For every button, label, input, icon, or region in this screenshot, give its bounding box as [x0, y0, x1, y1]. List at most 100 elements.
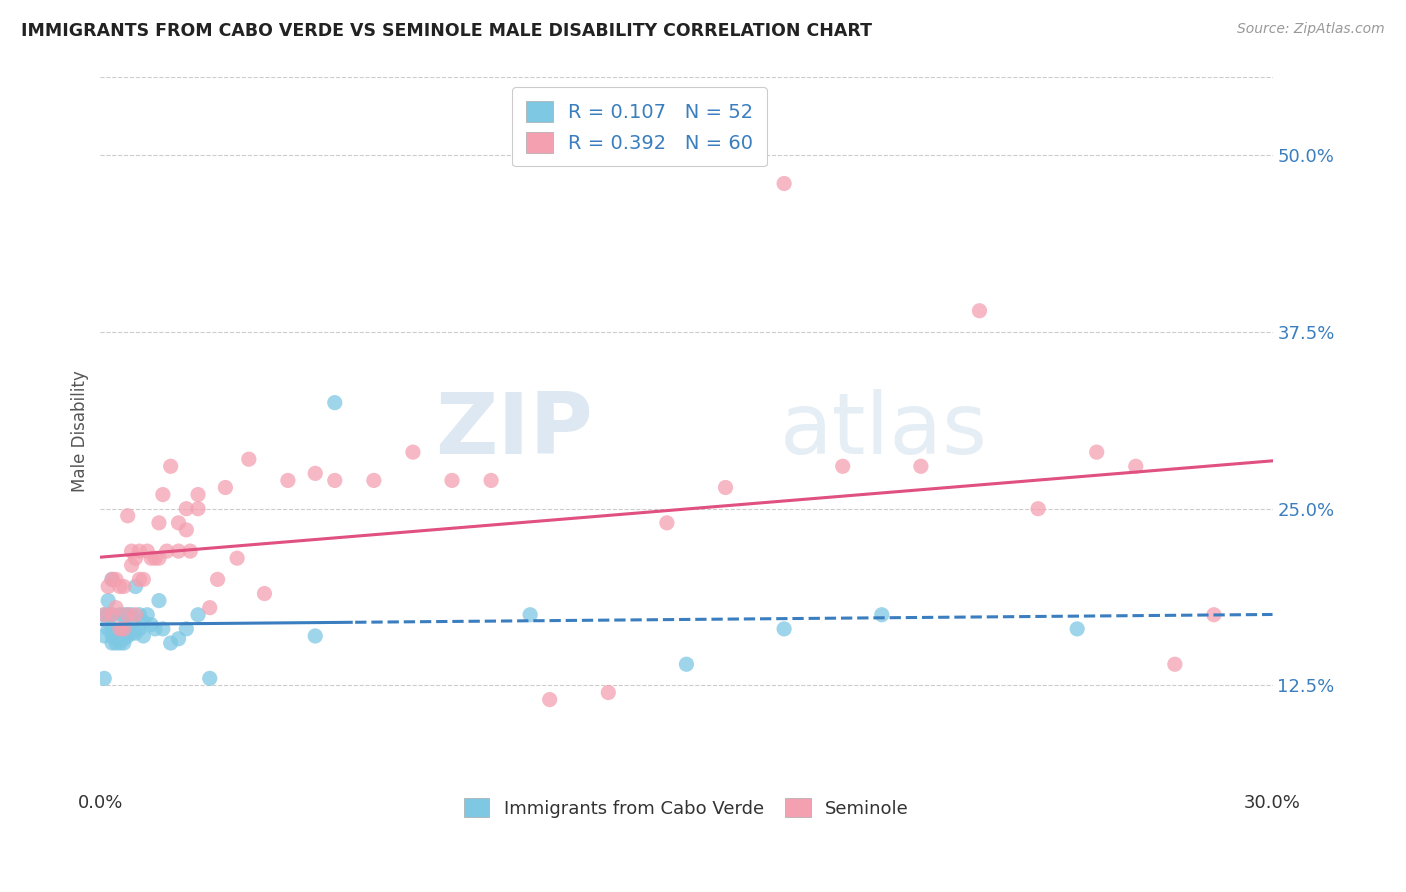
Point	[121, 626, 143, 640]
Point	[141, 617, 163, 632]
Point	[121, 615, 143, 629]
Y-axis label: Male Disability: Male Disability	[72, 370, 89, 491]
Point	[108, 622, 131, 636]
Point	[124, 551, 146, 566]
Point	[104, 626, 127, 640]
Point	[714, 481, 737, 495]
Point	[187, 501, 209, 516]
Point	[910, 459, 932, 474]
Point	[121, 544, 143, 558]
Point	[93, 629, 115, 643]
Point	[124, 579, 146, 593]
Point	[97, 579, 120, 593]
Point	[128, 573, 150, 587]
Point	[277, 474, 299, 488]
Point	[159, 459, 181, 474]
Point	[132, 615, 155, 629]
Point	[108, 636, 131, 650]
Point	[93, 607, 115, 622]
Point	[152, 487, 174, 501]
Point	[121, 558, 143, 573]
Point	[323, 395, 346, 409]
Text: Source: ZipAtlas.com: Source: ZipAtlas.com	[1237, 22, 1385, 37]
Point	[598, 685, 620, 699]
Point	[675, 657, 697, 672]
Point	[97, 622, 120, 636]
Point	[198, 672, 221, 686]
Point	[198, 600, 221, 615]
Point	[132, 573, 155, 587]
Point	[1026, 501, 1049, 516]
Point	[519, 607, 541, 622]
Point	[101, 573, 124, 587]
Point	[831, 459, 853, 474]
Point	[112, 636, 135, 650]
Point	[187, 607, 209, 622]
Point	[97, 593, 120, 607]
Point	[108, 607, 131, 622]
Point	[207, 573, 229, 587]
Point	[104, 600, 127, 615]
Point	[101, 607, 124, 622]
Point	[112, 632, 135, 646]
Point	[179, 544, 201, 558]
Point	[128, 544, 150, 558]
Point	[655, 516, 678, 530]
Point	[402, 445, 425, 459]
Legend: Immigrants from Cabo Verde, Seminole: Immigrants from Cabo Verde, Seminole	[457, 790, 917, 825]
Point	[101, 573, 124, 587]
Point	[323, 474, 346, 488]
Point	[136, 544, 159, 558]
Point	[104, 636, 127, 650]
Point	[143, 551, 166, 566]
Point	[97, 607, 120, 622]
Point	[304, 629, 326, 643]
Point	[97, 615, 120, 629]
Point	[152, 622, 174, 636]
Point	[773, 622, 796, 636]
Text: ZIP: ZIP	[434, 390, 593, 473]
Point	[117, 607, 139, 622]
Point	[117, 508, 139, 523]
Point	[148, 551, 170, 566]
Point	[128, 607, 150, 622]
Point	[93, 607, 115, 622]
Point	[148, 593, 170, 607]
Point	[132, 629, 155, 643]
Point	[128, 622, 150, 636]
Point	[108, 624, 131, 639]
Point	[1202, 607, 1225, 622]
Point	[479, 474, 502, 488]
Point	[187, 487, 209, 501]
Point	[124, 626, 146, 640]
Point	[108, 629, 131, 643]
Point	[117, 622, 139, 636]
Point	[1066, 622, 1088, 636]
Point	[176, 622, 198, 636]
Point	[1085, 445, 1108, 459]
Point	[176, 501, 198, 516]
Point	[538, 692, 561, 706]
Point	[101, 629, 124, 643]
Point	[112, 607, 135, 622]
Point	[440, 474, 463, 488]
Point	[176, 523, 198, 537]
Point	[104, 573, 127, 587]
Text: atlas: atlas	[780, 390, 988, 473]
Point	[141, 551, 163, 566]
Point	[93, 672, 115, 686]
Text: IMMIGRANTS FROM CABO VERDE VS SEMINOLE MALE DISABILITY CORRELATION CHART: IMMIGRANTS FROM CABO VERDE VS SEMINOLE M…	[21, 22, 872, 40]
Point	[101, 622, 124, 636]
Point	[104, 632, 127, 646]
Point	[773, 177, 796, 191]
Point	[238, 452, 260, 467]
Point	[156, 544, 179, 558]
Point	[136, 607, 159, 622]
Point	[112, 579, 135, 593]
Point	[121, 607, 143, 622]
Point	[101, 607, 124, 622]
Point	[870, 607, 893, 622]
Point	[167, 632, 190, 646]
Point	[304, 467, 326, 481]
Point	[226, 551, 249, 566]
